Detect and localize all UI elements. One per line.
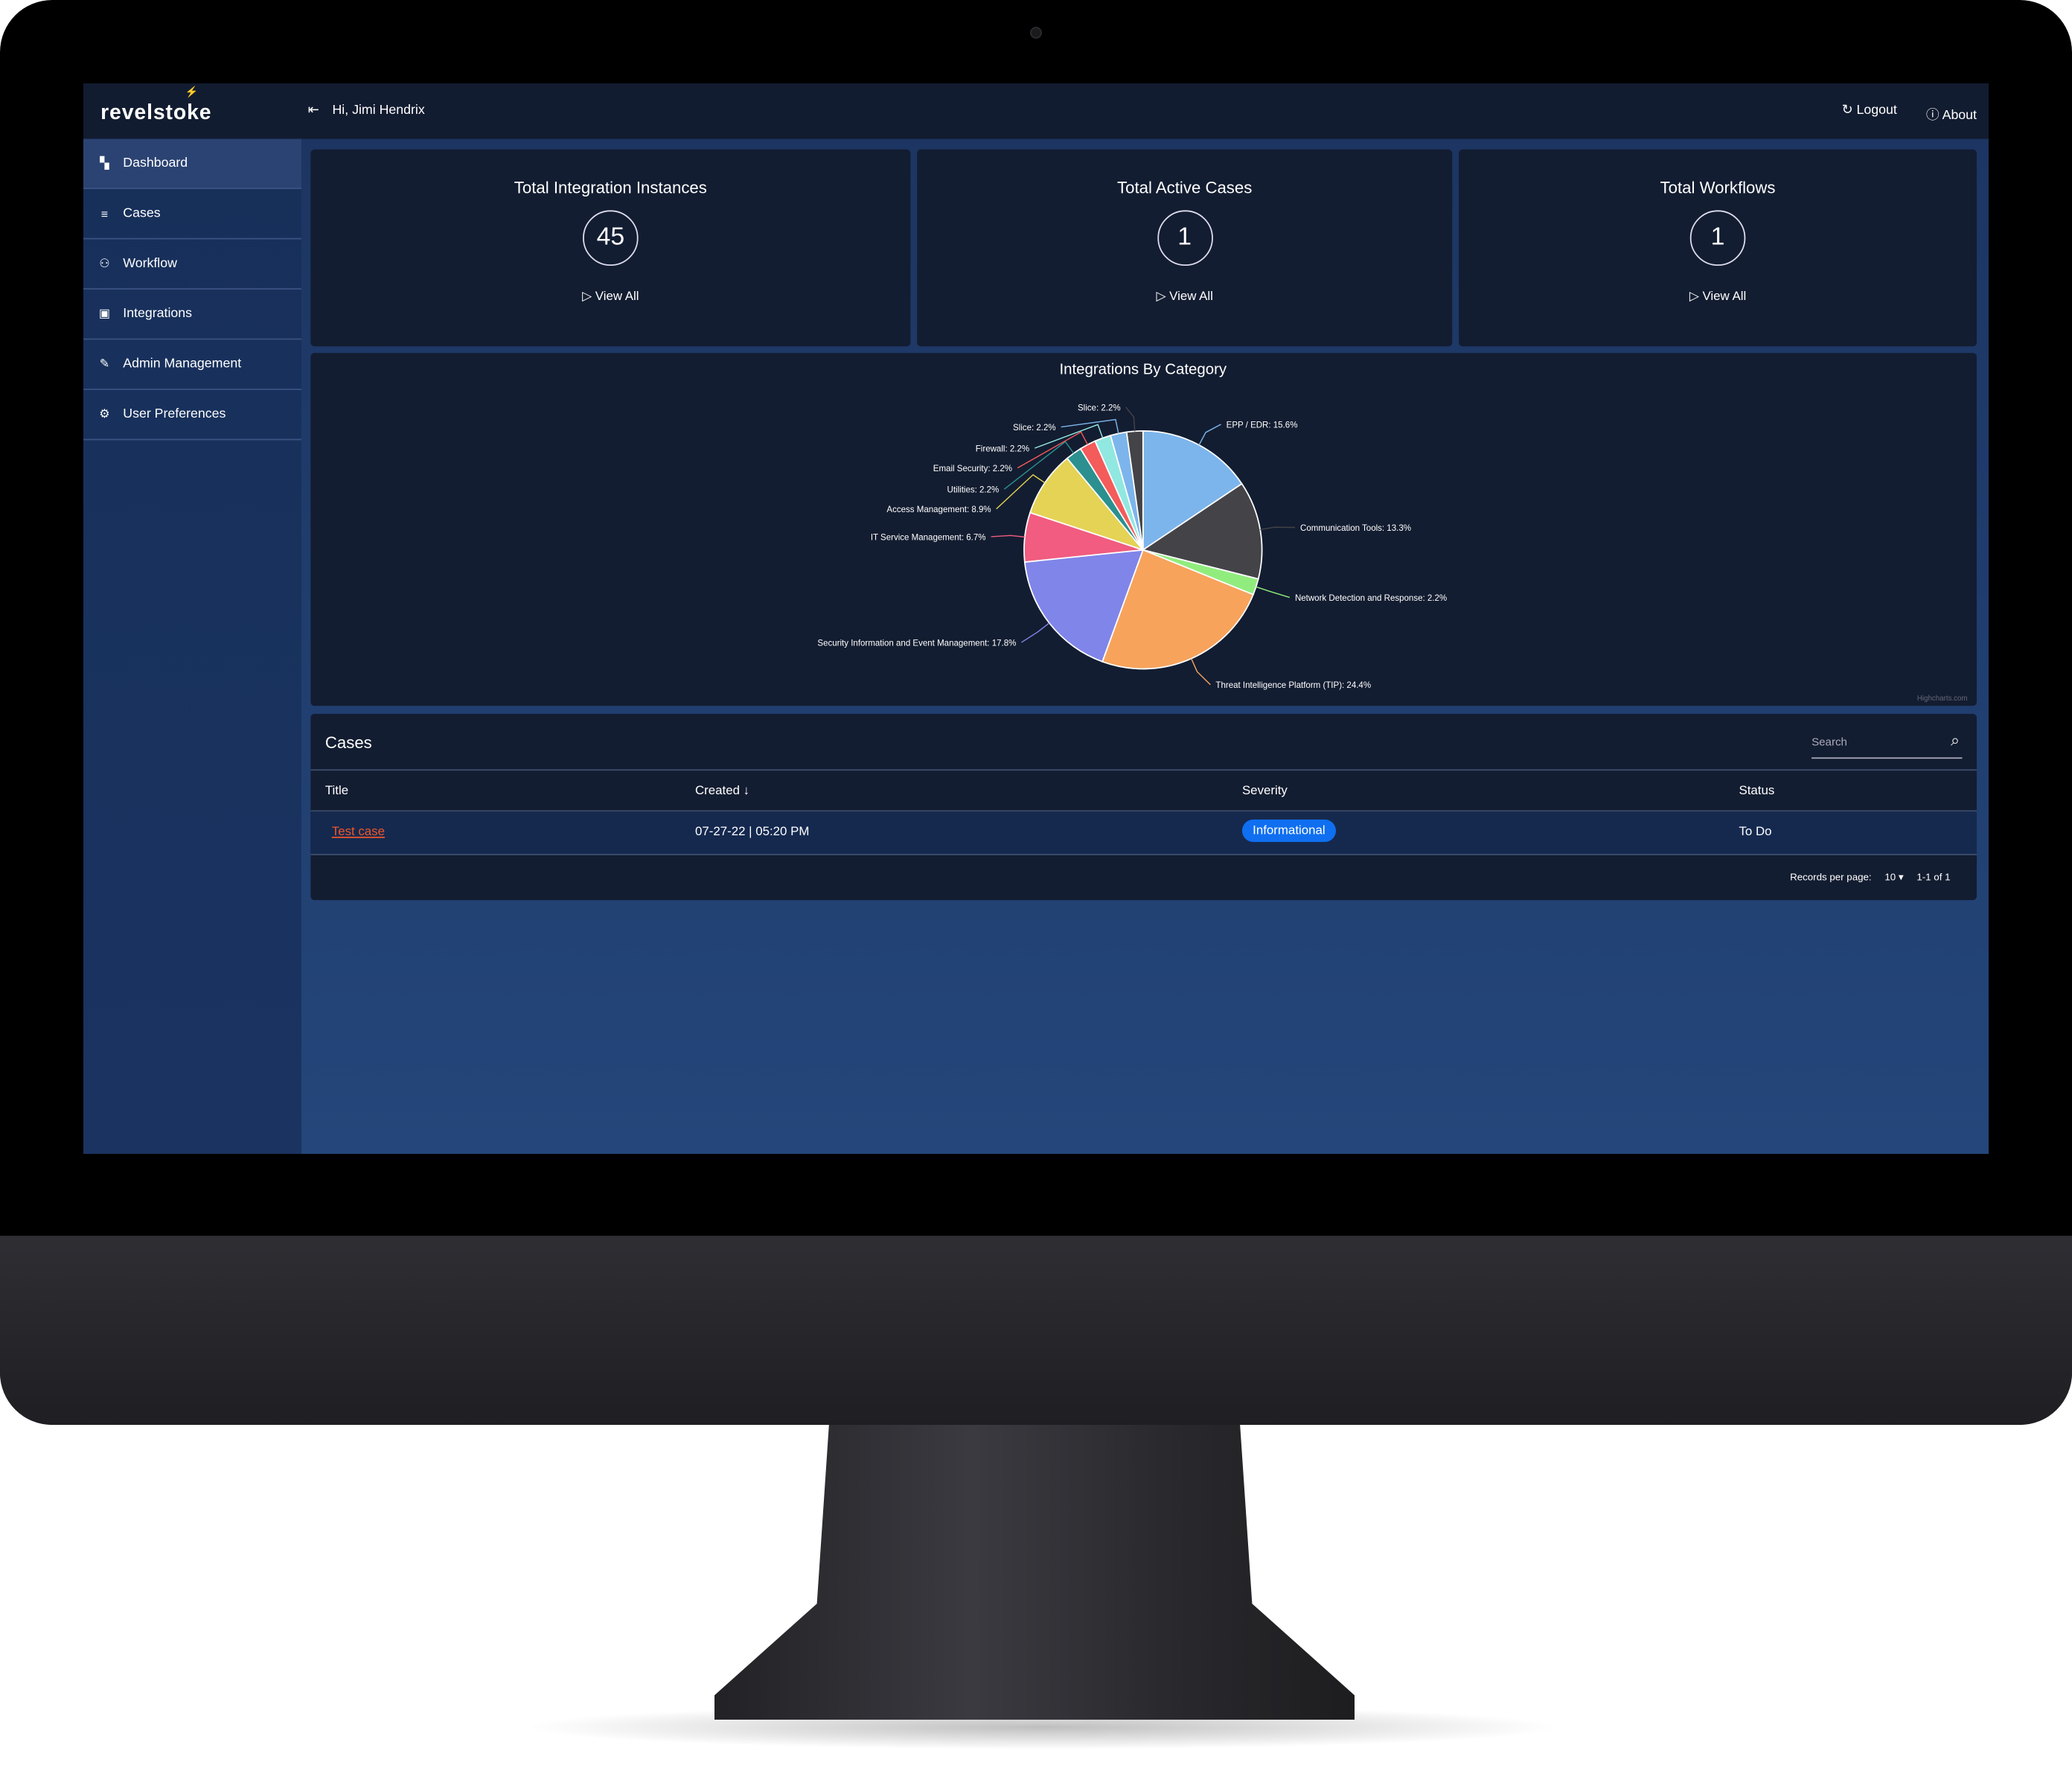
data-label: Email Security: 2.2% (933, 465, 1012, 473)
view-all-link[interactable]: ▷ View All (1689, 289, 1747, 304)
monitor-chin (0, 1236, 2072, 1425)
case-created: 07-27-22 | 05:20 PM (694, 824, 810, 840)
column-created[interactable]: Created ↓ (694, 783, 750, 799)
pie-slice[interactable] (1142, 430, 1243, 552)
pie-slice[interactable] (1141, 482, 1263, 580)
stat-card-workflows: Total Workflows 1 ▷ View All (1459, 149, 1977, 347)
label-connector (1017, 431, 1089, 469)
sidebar: ▚ Dashboard ≡ Cases ⚇ Workflow ▣ Integration… (83, 138, 301, 1154)
data-label: EPP / EDR: 15.6% (1227, 421, 1298, 430)
search-input[interactable]: Search ⌕ (1812, 730, 1963, 759)
page-range: 1-1 of 1 (1916, 871, 1951, 884)
list-icon: ≡ (100, 206, 109, 220)
pie-chart: Integrations By Category Highcharts.com … (817, 362, 1968, 703)
monitor-stand (714, 1414, 1355, 1720)
pie-slice[interactable] (1029, 457, 1145, 552)
integrations-chart: Integrations By Category Highcharts.com … (310, 353, 1977, 706)
records-per-page-select[interactable]: 10 ▾ (1884, 871, 1904, 884)
column-severity[interactable]: Severity (1241, 783, 1288, 799)
cases-panel: Cases Search ⌕ Title Created ↓ Severity S… (310, 713, 1977, 901)
bolt-icon: ⚡ (185, 86, 199, 98)
plugin-icon: ▣ (98, 307, 110, 320)
stat-value: 1 (1157, 210, 1212, 266)
gear-icon: ⚙ (99, 406, 110, 421)
label-connector (991, 535, 1026, 538)
sidebar-item-user-preferences[interactable]: ⚙ User Preferences (83, 390, 301, 441)
greeting: Hi, Jimi Hendrix (332, 103, 425, 118)
data-label: Slice: 2.2% (1078, 403, 1121, 412)
sitemap-icon: ⚇ (99, 256, 110, 270)
sidebar-item-workflow[interactable]: ⚇ Workflow (83, 239, 301, 290)
dashboard-icon: ▚ (100, 156, 109, 170)
data-label: Access Management: 8.9% (886, 505, 991, 514)
table-row: Test case 07-27-22 | 05:20 PM Informatio… (310, 811, 1977, 855)
data-label: Security Information and Event Managemen… (817, 639, 1016, 648)
stat-card-cases: Total Active Cases 1 ▷ View All (917, 149, 1453, 347)
data-label: Utilities: 2.2% (947, 485, 1000, 494)
chart-credit[interactable]: Highcharts.com (1917, 695, 1968, 703)
view-all-link[interactable]: ▷ View All (582, 289, 639, 304)
stat-value: 45 (583, 210, 639, 266)
data-label: Slice: 2.2% (1013, 424, 1056, 433)
label-connector (1125, 406, 1136, 432)
label-connector (1191, 658, 1211, 686)
case-status: To Do (1739, 824, 1772, 840)
logout-icon: ↻ (1841, 103, 1853, 118)
logo[interactable]: revelstoke ⚡ (100, 86, 212, 125)
collapse-sidebar-icon[interactable]: ⇤ (307, 103, 319, 118)
about-button[interactable]: ⓘ About (1925, 108, 1977, 124)
label-connector (1021, 622, 1050, 643)
data-label: IT Service Management: 6.7% (871, 533, 986, 542)
sidebar-item-cases[interactable]: ≡ Cases (83, 189, 301, 240)
label-connector (1256, 586, 1291, 599)
label-connector (1003, 441, 1075, 490)
data-label: Network Detection and Response: 2.2% (1295, 594, 1447, 603)
label-connector (1034, 424, 1104, 449)
column-status[interactable]: Status (1739, 783, 1775, 799)
info-icon: ⓘ (1925, 108, 1940, 124)
monitor-bezel: revelstoke ⚡ ⇤ Hi, Jimi Hendrix ↻ Logout ⓘ… (0, 0, 2072, 1425)
data-label: Communication Tools: 13.3% (1300, 524, 1411, 533)
label-connector (996, 473, 1046, 510)
view-all-link[interactable]: ▷ View All (1156, 289, 1213, 304)
sidebar-item-integrations[interactable]: ▣ Integrations (83, 290, 301, 340)
label-connector (1061, 418, 1119, 434)
chart-title: Integrations By Category (1059, 362, 1227, 378)
sort-down-icon: ↓ (743, 783, 750, 799)
wrench-icon: ✎ (99, 357, 110, 371)
severity-badge: Informational (1241, 819, 1336, 843)
pagination: Records per page: 10 ▾ 1-1 of 1 (1790, 871, 1951, 884)
pie-slice[interactable] (1125, 430, 1144, 550)
column-title[interactable]: Title (324, 783, 349, 799)
table-header: Title Created ↓ Severity Status (310, 769, 1977, 812)
search-icon[interactable]: ⌕ (1950, 730, 1960, 750)
logout-button[interactable]: ↻ Logout (1841, 103, 1897, 118)
case-title-link[interactable]: Test case (331, 824, 386, 840)
caret-down-icon: ▾ (1898, 871, 1904, 884)
pie-slice[interactable] (1101, 549, 1255, 670)
label-connector (1260, 526, 1295, 531)
sidebar-item-dashboard[interactable]: ▚ Dashboard (83, 138, 301, 190)
pie-slice[interactable] (1023, 549, 1145, 663)
stat-value: 1 (1689, 210, 1746, 266)
camera (1030, 27, 1042, 39)
label-connector (1198, 424, 1221, 446)
cases-title: Cases (324, 733, 372, 753)
screen: revelstoke ⚡ ⇤ Hi, Jimi Hendrix ↻ Logout ⓘ… (83, 83, 1989, 1154)
data-label: Threat Intelligence Platform (TIP): 24.4… (1215, 681, 1371, 690)
sidebar-item-admin-management[interactable]: ✎ Admin Management (83, 339, 301, 390)
stat-card-integrations: Total Integration Instances 45 ▷ View Al… (310, 149, 911, 347)
data-label: Firewall: 2.2% (976, 444, 1029, 453)
top-bar: revelstoke ⚡ ⇤ Hi, Jimi Hendrix ↻ Logout ⓘ… (83, 83, 1989, 139)
